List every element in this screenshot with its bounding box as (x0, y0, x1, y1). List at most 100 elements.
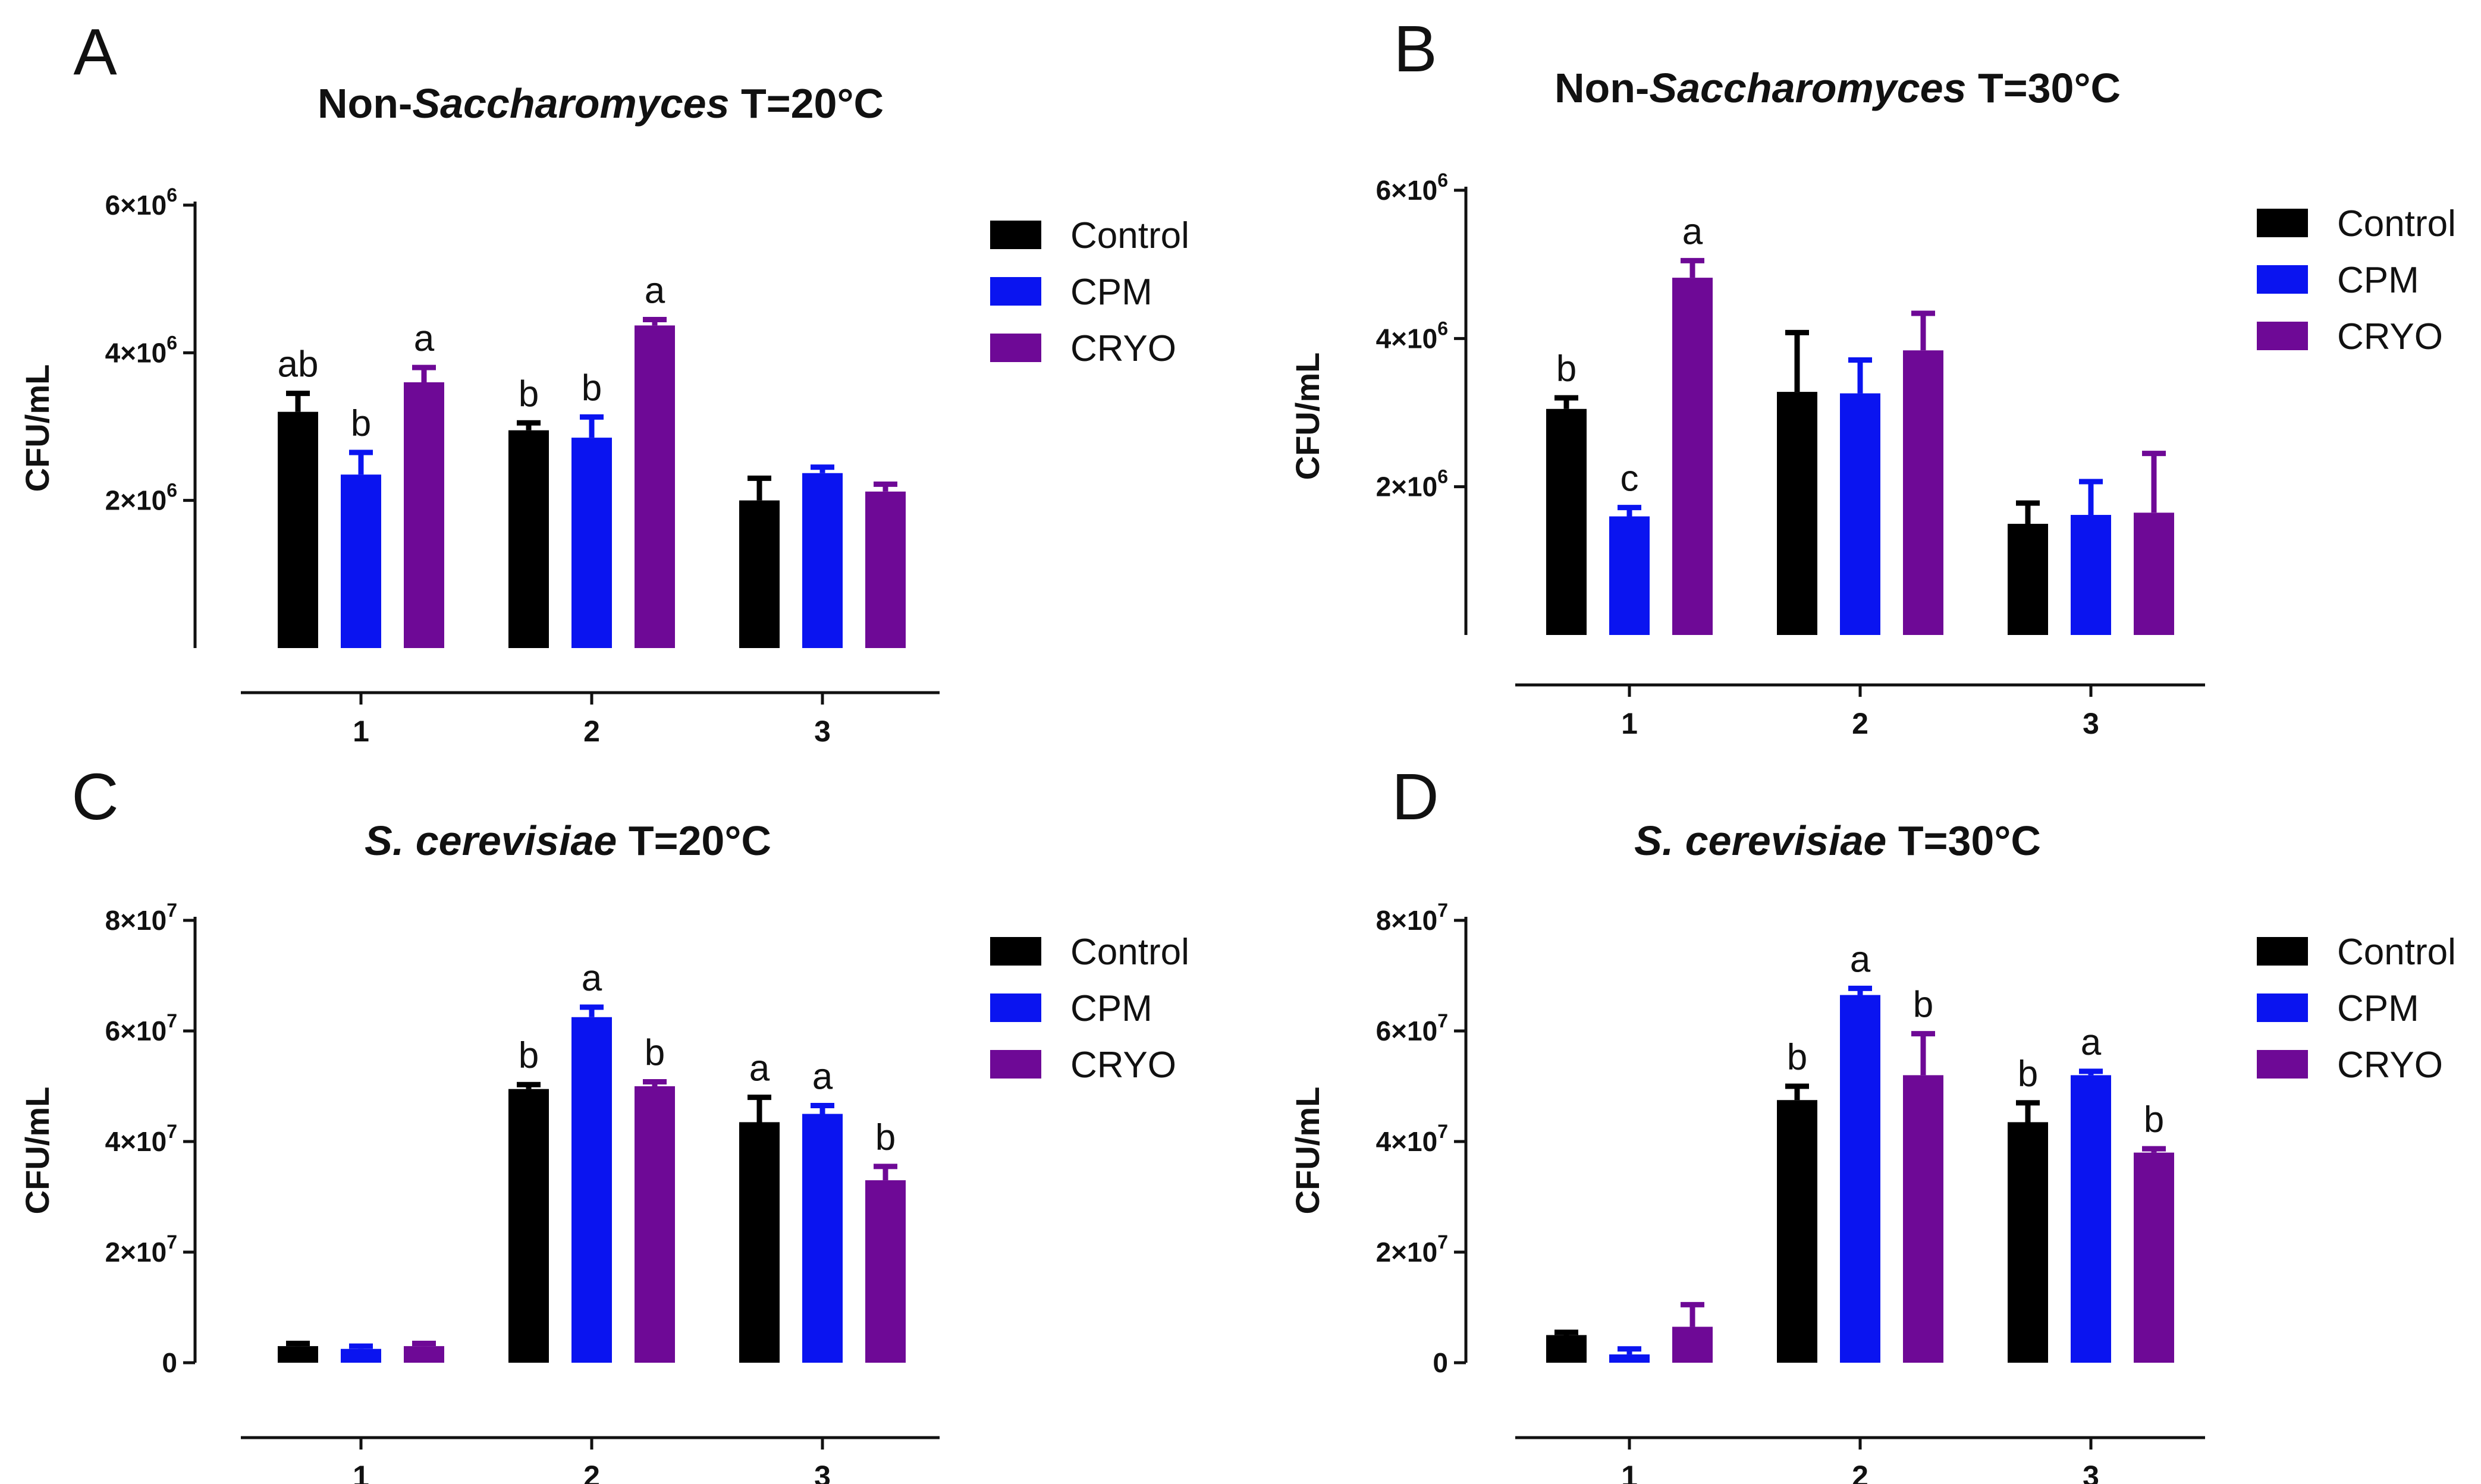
y-tick-label: 8×107 (105, 900, 177, 936)
significance-label: a (749, 1048, 770, 1089)
significance-label: a (2081, 1022, 2102, 1063)
bar (635, 325, 675, 648)
bar (341, 1348, 381, 1363)
x-tick-label: 3 (2083, 707, 2099, 740)
bar (508, 430, 549, 648)
bar (802, 473, 843, 648)
y-axis-label: CFU/mL (18, 364, 56, 492)
bar (1546, 408, 1587, 635)
y-tick-exponent: 6 (167, 184, 177, 206)
y-tick-exponent: 6 (1437, 169, 1448, 191)
panel-letter: C (71, 760, 118, 834)
y-tick-label: 0 (1433, 1347, 1448, 1378)
bar (1903, 350, 1943, 635)
y-tick-base: 0 (162, 1347, 177, 1378)
y-tick-base: 4×10 (1376, 1126, 1438, 1157)
y-tick-label: 0 (162, 1347, 177, 1378)
significance-label: a (1850, 939, 1871, 980)
y-tick-exponent: 7 (167, 900, 177, 921)
y-axis-label: CFU/mL (1289, 1087, 1326, 1215)
bar (2071, 1075, 2111, 1363)
x-tick-label: 2 (1852, 1460, 1868, 1484)
panel-letter: D (1392, 760, 1439, 834)
legend-swatch (2257, 322, 2308, 350)
significance-label: b (351, 403, 371, 444)
significance-label: b (1913, 985, 1933, 1026)
bar (571, 438, 612, 648)
y-tick-exponent: 7 (1437, 900, 1448, 921)
y-tick-label: 4×107 (1376, 1121, 1448, 1157)
y-tick-label: 6×106 (105, 184, 177, 221)
y-axis-label: CFU/mL (18, 1087, 56, 1215)
chart-title: S. cerevisiae T=20°C (365, 818, 771, 864)
bar (2008, 1122, 2048, 1363)
legend-swatch (990, 277, 1041, 306)
legend-swatch (2257, 937, 2308, 966)
y-tick-exponent: 6 (167, 480, 177, 501)
title-italic: S. cerevisiae (1634, 818, 1886, 864)
legend-swatch (990, 221, 1041, 249)
significance-label: b (582, 367, 602, 408)
bar (1777, 1100, 1817, 1363)
significance-label: b (2018, 1054, 2038, 1095)
y-axis-label: CFU/mL (1289, 353, 1326, 480)
legend-label: CPM (1070, 988, 1152, 1029)
y-tick-exponent: 6 (1437, 466, 1448, 488)
x-tick-label: 1 (353, 1460, 369, 1484)
legend-label: Control (2337, 203, 2456, 244)
significance-label: ab (278, 344, 319, 385)
y-tick-exponent: 6 (1437, 317, 1448, 339)
y-tick-label: 6×106 (1376, 169, 1448, 206)
legend-swatch (2257, 1050, 2308, 1079)
legend-swatch (2257, 265, 2308, 294)
chart-title: S. cerevisiae T=30°C (1634, 818, 2041, 864)
x-tick-label: 2 (583, 1460, 600, 1484)
y-tick-label: 4×106 (105, 332, 177, 368)
bar (1672, 278, 1713, 635)
significance-label: b (1556, 348, 1576, 389)
y-tick-base: 2×10 (1376, 1237, 1438, 1268)
bar (739, 1122, 780, 1363)
x-tick-label: 1 (1621, 1460, 1638, 1484)
bar (278, 411, 318, 648)
x-tick-label: 3 (2083, 1460, 2099, 1484)
y-tick-base: 4×10 (105, 1126, 167, 1157)
title-suffix: T=20°C (730, 80, 884, 127)
x-tick-label: 2 (1852, 707, 1868, 740)
y-tick-base: 4×10 (1376, 323, 1438, 354)
y-tick-base: 8×10 (105, 905, 167, 936)
y-tick-label: 6×107 (1376, 1010, 1448, 1046)
legend-label: CPM (2337, 988, 2419, 1029)
bar (404, 1346, 444, 1363)
legend-label: CRYO (2337, 1045, 2443, 1086)
legend-swatch (2257, 993, 2308, 1022)
bar (571, 1017, 612, 1363)
bar (2071, 515, 2111, 635)
bar (2134, 513, 2174, 635)
chart-title: Non-Saccharomyces T=30°C (1554, 65, 2121, 111)
significance-label: b (519, 1035, 539, 1076)
panel-d: DS. cerevisiae T=30°C02×1074×1076×1078×1… (1289, 760, 2456, 1484)
y-tick-exponent: 6 (167, 332, 177, 353)
bar (1840, 995, 1880, 1363)
y-tick-base: 2×10 (105, 485, 167, 516)
legend-swatch (990, 993, 1041, 1022)
significance-label: a (645, 270, 665, 311)
y-tick-label: 2×106 (105, 480, 177, 516)
y-tick-exponent: 7 (167, 1121, 177, 1142)
legend-swatch (2257, 209, 2308, 237)
bar (865, 1180, 906, 1363)
legend-swatch (990, 334, 1041, 362)
legend-label: CPM (1070, 272, 1152, 313)
bar (1777, 392, 1817, 635)
bar (739, 500, 780, 648)
y-tick-exponent: 7 (167, 1231, 177, 1253)
bar (1609, 1354, 1650, 1363)
panel-letter: B (1393, 12, 1437, 86)
y-tick-label: 4×106 (1376, 317, 1448, 354)
title-prefix: Non- (1554, 65, 1649, 111)
significance-label: a (1682, 211, 1703, 252)
title-suffix: T=30°C (1967, 65, 2121, 111)
